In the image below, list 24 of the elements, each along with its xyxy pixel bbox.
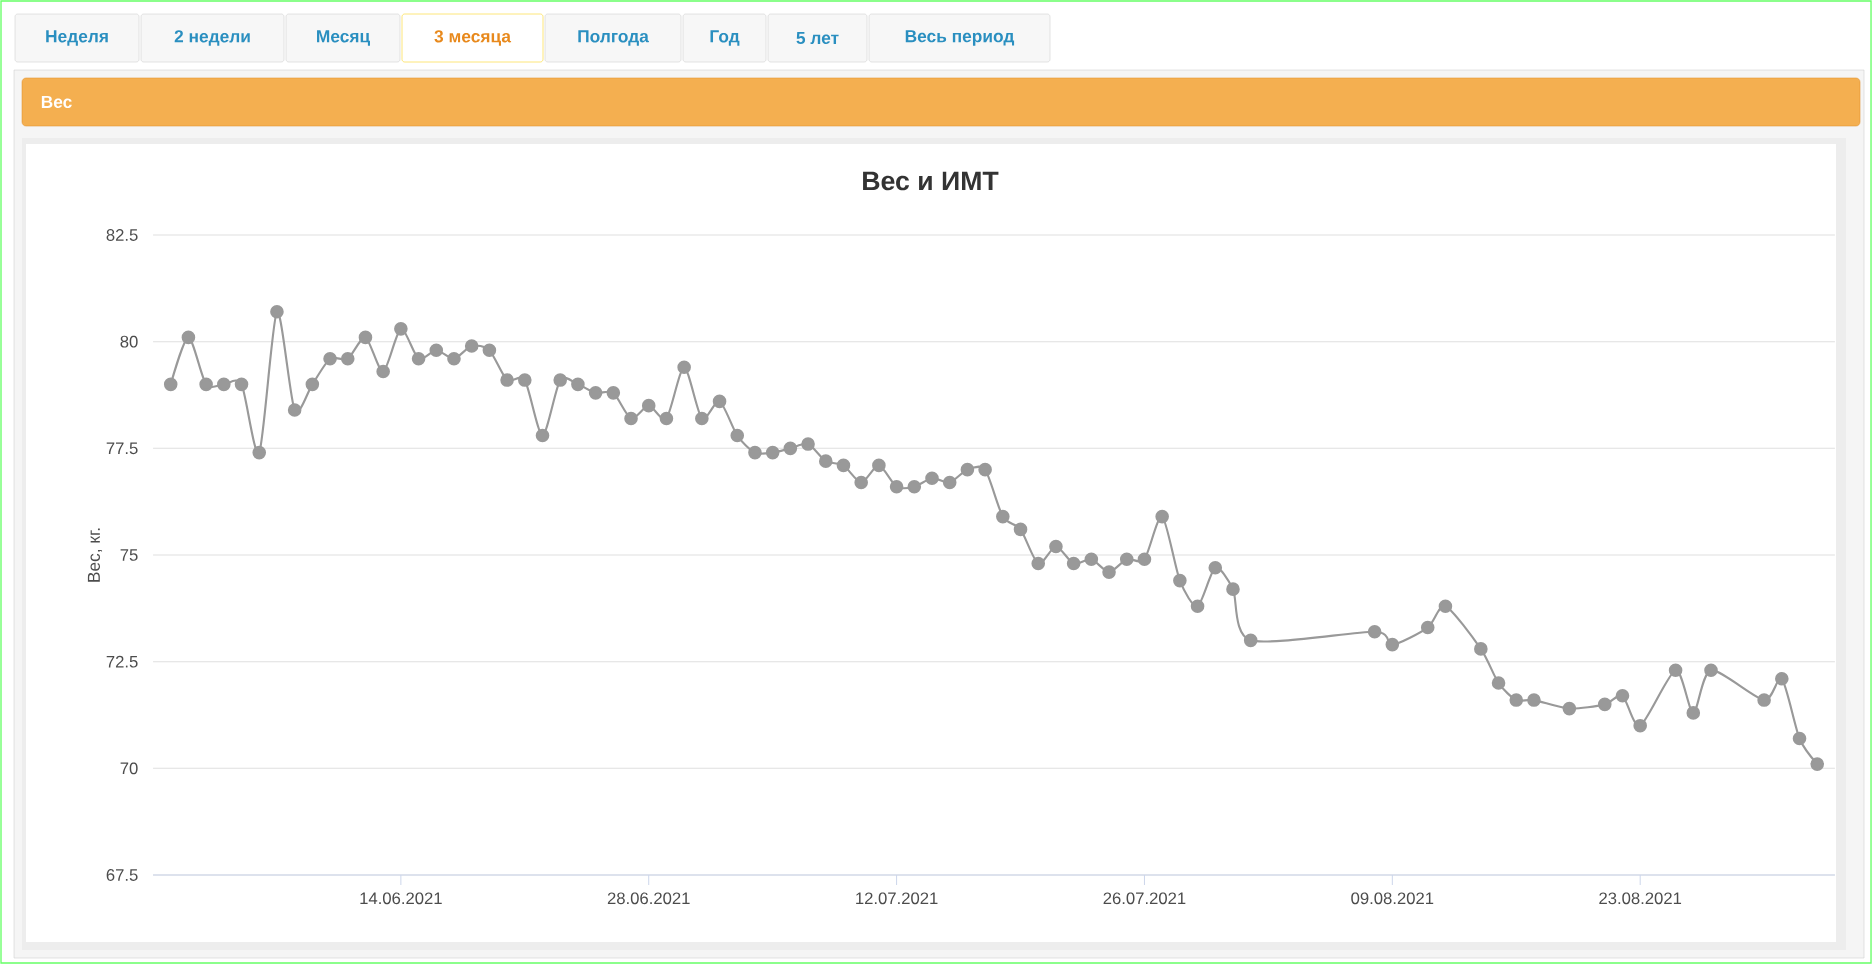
x-tick-label: 28.06.2021 bbox=[607, 892, 690, 905]
y-tick-label: 72.5 bbox=[106, 655, 138, 668]
y-tick-label: 70 bbox=[120, 762, 138, 775]
y-tick-label: 75 bbox=[120, 549, 138, 561]
text: 2 недели bbox=[174, 30, 250, 46]
y-tick-label: 82.5 bbox=[106, 229, 138, 241]
text: Неделя bbox=[46, 30, 108, 46]
x-tick-label: 14.06.2021 bbox=[360, 892, 442, 905]
y-tick-label: 77.5 bbox=[106, 442, 138, 455]
text: Полгода bbox=[578, 30, 649, 46]
text: Весь период bbox=[905, 30, 1015, 46]
chart-title: Вес и ИМТ bbox=[863, 171, 999, 191]
y-tick-label: 67.5 bbox=[106, 869, 138, 881]
x-tick-label: 26.07.2021 bbox=[1103, 892, 1186, 905]
text: 3 месяца bbox=[434, 30, 512, 46]
text: 5 лет bbox=[796, 31, 839, 45]
x-tick-label: 12.07.2021 bbox=[856, 892, 938, 905]
text: Вес bbox=[41, 95, 72, 109]
x-tick-label: 23.08.2021 bbox=[1599, 892, 1682, 905]
text: Месяц bbox=[317, 30, 370, 46]
text: Год bbox=[710, 30, 740, 46]
y-axis-title: Вес, кг. bbox=[87, 528, 103, 582]
x-tick-label: 09.08.2021 bbox=[1351, 892, 1434, 905]
y-tick-label: 80 bbox=[120, 335, 138, 348]
